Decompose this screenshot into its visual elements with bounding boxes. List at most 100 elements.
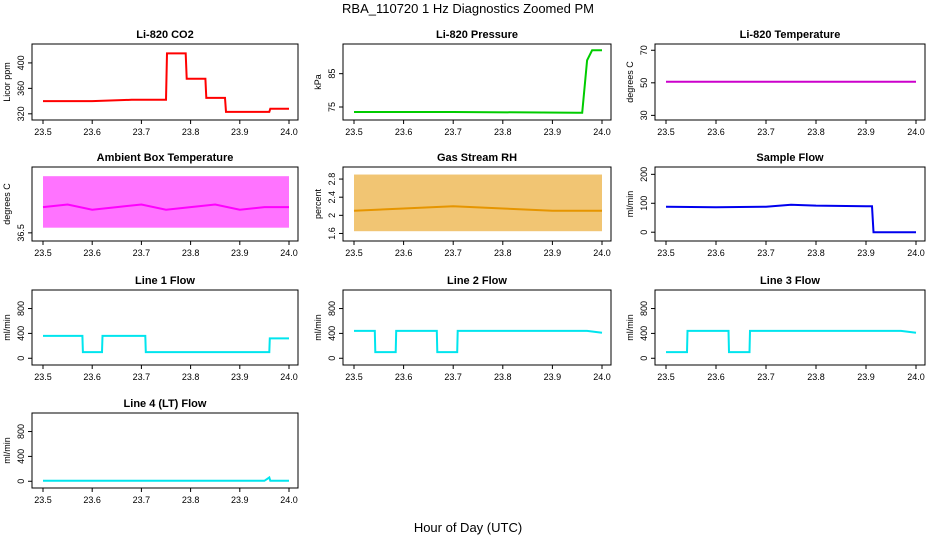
y-tick-label: 400 (16, 326, 26, 341)
x-tick-label: 23.5 (345, 127, 363, 137)
panel-title: Gas Stream RH (437, 152, 517, 164)
y-tick-label: 70 (639, 45, 649, 55)
plot-frame (342, 43, 612, 121)
y-tick-label: 320 (16, 106, 26, 121)
panel-1: Li-820 CO2 Licor ppm 23.5 23.6 23.7 23.8 23.9 2… (2, 29, 299, 137)
figure-title: RBA_110720 1 Hz Diagnostics Zoomed PM (342, 1, 594, 16)
y-tick-label: 400 (639, 326, 649, 341)
series-line (354, 49, 602, 114)
series-line (665, 203, 916, 234)
x-tick-label: 23.9 (231, 248, 249, 258)
x-tick-label: 23.6 (395, 372, 413, 382)
plot-frame (31, 43, 299, 121)
x-tick-label: 24.0 (593, 127, 611, 137)
x-tick-label: 23.9 (231, 127, 249, 137)
x-tick-label: 23.7 (444, 248, 462, 258)
y-tick-label: 1.6 (327, 227, 337, 240)
series-line (42, 203, 289, 211)
x-tick-label: 24.0 (280, 372, 298, 382)
y-axis-label: ml/min (2, 437, 12, 464)
plot-frame (654, 166, 926, 242)
panels: Li-820 CO2 Licor ppm 23.5 23.6 23.7 23.8 23.9 2… (2, 29, 926, 505)
plot-frame (342, 166, 612, 242)
x-tick-label: 23.9 (544, 127, 562, 137)
panel-title: Ambient Box Temperature (97, 152, 234, 164)
x-tick-label: 23.7 (757, 248, 775, 258)
series-line (354, 329, 603, 354)
y-axis-label: percent (313, 188, 323, 219)
plot-frame (654, 289, 926, 366)
x-tick-label: 23.6 (83, 495, 101, 505)
x-tick-label: 23.6 (707, 127, 725, 137)
y-axis-label: ml/min (625, 191, 635, 218)
y-tick-label: 400 (16, 55, 26, 70)
panel-title: Line 4 (LT) Flow (124, 398, 207, 410)
plot-frame (31, 166, 299, 242)
x-tick-label: 23.6 (83, 372, 101, 382)
x-tick-label: 23.7 (133, 495, 151, 505)
y-tick-label: 0 (639, 230, 649, 235)
panel-10: Line 4 (LT) Flow ml/min 23.5 23.6 23.7 23.8 23… (2, 398, 299, 505)
x-tick-label: 23.5 (657, 372, 675, 382)
x-tick-label: 24.0 (280, 127, 298, 137)
x-tick-label: 23.8 (494, 248, 512, 258)
y-tick-label: 30 (639, 110, 649, 120)
x-tick-label: 23.6 (707, 248, 725, 258)
panel-2: Li-820 Pressure kPa 23.5 23.6 23.7 23.8 23.9 24… (313, 29, 612, 137)
x-tick-label: 23.6 (83, 248, 101, 258)
x-tick-label: 23.5 (34, 248, 52, 258)
panel-7: Line 1 Flow ml/min 23.5 23.6 23.7 23.8 23.9 24.… (2, 275, 299, 382)
x-tick-label: 23.5 (657, 248, 675, 258)
x-tick-label: 23.6 (83, 127, 101, 137)
y-tick-label: 800 (639, 301, 649, 316)
x-tick-label: 23.6 (395, 248, 413, 258)
panel-title: Line 3 Flow (760, 275, 820, 287)
y-tick-label: 0 (16, 356, 26, 361)
y-tick-label: 800 (327, 301, 337, 316)
x-tick-label: 23.9 (857, 372, 875, 382)
panel-8: Line 2 Flow ml/min 23.5 23.6 23.7 23.8 23.9 24.… (313, 275, 612, 382)
y-tick-label: 360 (16, 81, 26, 96)
x-tick-label: 24.0 (907, 127, 925, 137)
panel-title: Li-820 Temperature (740, 29, 841, 41)
x-tick-label: 23.6 (395, 127, 413, 137)
x-tick-label: 24.0 (593, 372, 611, 382)
plot-frame (342, 289, 612, 366)
y-tick-label: 0 (639, 356, 649, 361)
y-tick-label: 36.5 (16, 224, 26, 242)
y-tick-label: 400 (327, 326, 337, 341)
x-tick-label: 23.5 (345, 372, 363, 382)
x-tick-label: 23.8 (494, 127, 512, 137)
x-tick-label: 23.7 (444, 372, 462, 382)
x-tick-label: 23.8 (182, 495, 200, 505)
y-tick-label: 85 (327, 69, 337, 79)
x-tick-label: 23.9 (857, 127, 875, 137)
x-tick-label: 24.0 (280, 495, 298, 505)
series-range-band (354, 174, 602, 232)
y-axis-label: degrees C (625, 61, 635, 103)
x-tick-label: 23.8 (494, 372, 512, 382)
y-axis-label: ml/min (313, 314, 323, 341)
panel-5: Gas Stream RH percent 23.5 23.6 23.7 23.8 23.9… (313, 152, 612, 258)
panel-title: Line 2 Flow (447, 275, 507, 287)
x-tick-label: 23.8 (182, 248, 200, 258)
x-tick-label: 23.8 (182, 127, 200, 137)
x-tick-label: 23.6 (707, 372, 725, 382)
figure-xlabel: Hour of Day (UTC) (414, 520, 522, 535)
series-line (43, 334, 289, 354)
y-axis-label: ml/min (2, 314, 12, 341)
y-tick-label: 400 (16, 449, 26, 464)
series-line (43, 52, 289, 113)
panel-9: Line 3 Flow ml/min 23.5 23.6 23.7 23.8 23.9 24.… (625, 275, 926, 382)
x-tick-label: 23.8 (807, 127, 825, 137)
panel-title: Li-820 Pressure (436, 29, 518, 41)
series-line (353, 205, 602, 212)
x-tick-label: 24.0 (280, 248, 298, 258)
x-tick-label: 24.0 (907, 372, 925, 382)
x-tick-label: 23.9 (231, 495, 249, 505)
x-tick-label: 23.9 (544, 248, 562, 258)
y-tick-label: 800 (16, 301, 26, 316)
y-tick-label: 75 (327, 102, 337, 112)
x-tick-label: 23.5 (345, 248, 363, 258)
